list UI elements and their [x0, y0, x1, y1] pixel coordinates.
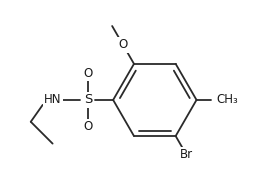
Text: HN: HN [44, 93, 61, 106]
Text: CH₃: CH₃ [216, 93, 238, 106]
Text: S: S [84, 93, 92, 106]
Text: O: O [119, 38, 128, 52]
Text: Br: Br [180, 148, 193, 161]
Text: O: O [84, 67, 93, 80]
Text: O: O [84, 120, 93, 133]
